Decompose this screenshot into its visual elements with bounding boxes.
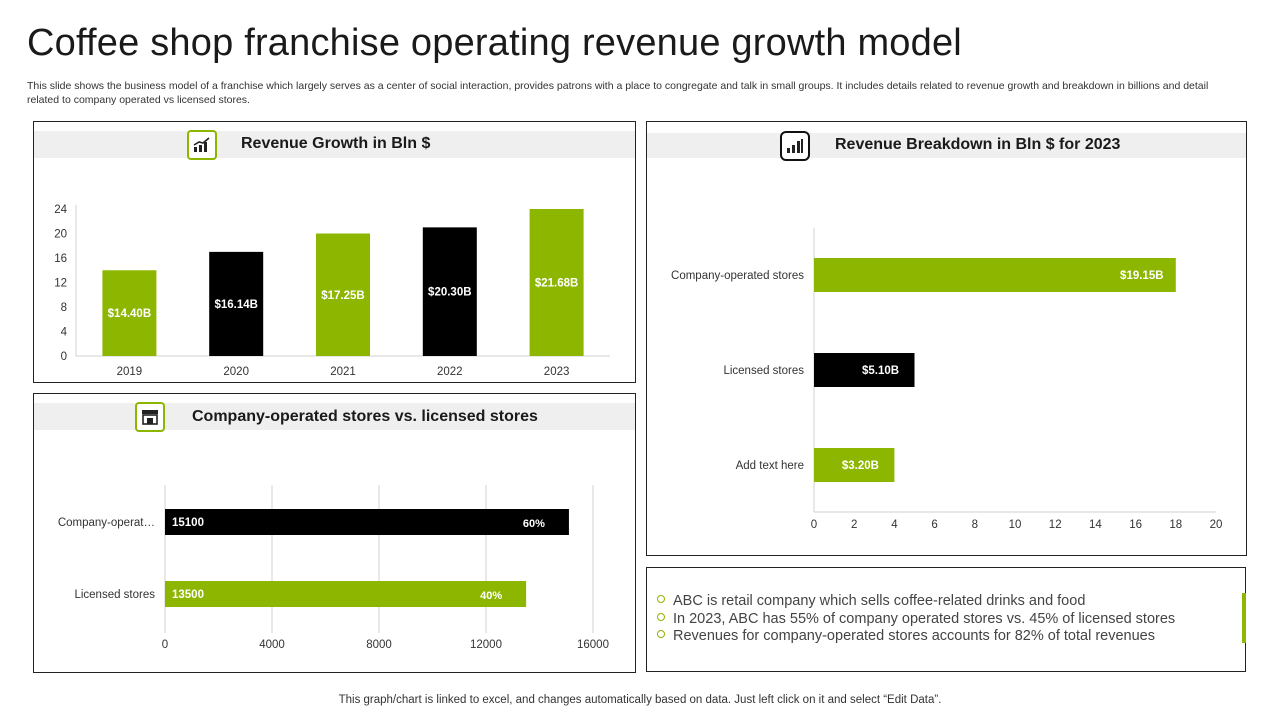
bar [529, 209, 584, 356]
x-tick-label: 14 [1089, 519, 1102, 531]
panel-header [34, 403, 635, 430]
x-tick-label: 2019 [117, 366, 143, 378]
bar [165, 581, 527, 607]
stores-compare-chart[interactable]: 0 4000 8000 12000 16000 Company-operat… 15100 6… [34, 439, 635, 669]
x-tick-label: 2023 [544, 366, 570, 378]
x-tick-label: 4000 [259, 639, 285, 651]
y-category-label: Add text here [736, 460, 804, 472]
x-tick-label: 12 [1049, 519, 1062, 531]
bar-data-label: $5.10B [862, 365, 899, 377]
y-category-label: Licensed stores [74, 589, 155, 601]
bar [422, 227, 477, 356]
note-text: Revenues for company-operated stores acc… [673, 628, 1155, 644]
breakdown-panel[interactable]: Revenue Breakdown in Bln $ for 2023 0 2 4 6… [646, 121, 1247, 556]
bar-data-label: $19.15B [1120, 270, 1163, 282]
bar [209, 251, 264, 356]
y-tick-label: 8 [61, 302, 67, 314]
note-item: Revenues for company-operated stores acc… [657, 628, 1175, 646]
x-tick-label: 16 [1129, 519, 1142, 531]
x-tick-label: 6 [931, 519, 937, 531]
x-tick-label: 8 [972, 519, 978, 531]
x-tick-label: 10 [1009, 519, 1022, 531]
stores-compare-title: Company-operated stores vs. licensed sto… [192, 408, 538, 425]
x-tick-label: 18 [1169, 519, 1182, 531]
slide-subtitle: This slide shows the business model of a… [27, 80, 1209, 106]
breakdown-title: Revenue Breakdown in Bln $ for 2023 [835, 136, 1121, 153]
panel-header [34, 131, 635, 158]
bar-data-label: $16.14B [214, 299, 257, 311]
y-tick-label: 4 [61, 327, 68, 339]
bar-data-label: $14.40B [108, 308, 151, 320]
y-tick-label: 0 [61, 351, 67, 363]
y-tick-label: 20 [54, 229, 67, 241]
x-tick-label: 8000 [366, 639, 392, 651]
notes-list: ABC is retail company which sells coffee… [657, 593, 1175, 646]
note-text: In 2023, ABC has 55% of company operated… [673, 610, 1176, 627]
bullet-circle-icon [657, 612, 665, 621]
notes-accent-bar [1242, 593, 1246, 643]
note-text: ABC is retail company which sells coffee… [673, 593, 1086, 609]
bar [102, 270, 157, 356]
notes-panel: ABC is retail company which sells coffee… [646, 567, 1246, 672]
breakdown-chart[interactable]: 0 2 4 6 8 10 12 14 16 18 20 Company-operated stores… [647, 167, 1246, 557]
bullet-circle-icon [657, 630, 665, 639]
footer-note: This graph/chart is linked to excel, and… [338, 694, 942, 706]
bar-data-label: $3.20B [842, 460, 879, 472]
bar [814, 448, 895, 482]
x-tick-label: 16000 [577, 639, 609, 651]
bar [814, 258, 1176, 292]
x-tick-label: 20 [1210, 519, 1223, 531]
growth-chart-icon [187, 130, 217, 160]
slide-title: Coffee shop franchise operating revenue … [27, 22, 962, 64]
bar-data-label: $17.25B [321, 290, 364, 302]
bar-data-label: $21.68B [535, 278, 578, 290]
bar-value-label: 15100 [172, 517, 204, 529]
y-tick-label: 24 [54, 204, 67, 216]
y-category-label: Company-operat… [58, 517, 155, 529]
bullet-circle-icon [657, 595, 665, 604]
y-category-label: Licensed stores [723, 365, 804, 377]
x-tick-label: 2 [851, 519, 857, 531]
x-tick-label: 4 [891, 519, 898, 531]
y-tick-label: 12 [54, 278, 67, 290]
y-tick-label: 16 [54, 253, 67, 265]
bar-share-label: 40% [480, 590, 502, 602]
revenue-growth-chart[interactable]: 0 4 8 12 16 20 24 $14.40B 2019 $16.14B 2020 $17.25B… [34, 167, 635, 382]
store-icon [135, 402, 165, 432]
bar [165, 509, 569, 535]
bar-share-label: 60% [523, 518, 545, 530]
stores-compare-panel[interactable]: Company-operated stores vs. licensed sto… [33, 393, 636, 673]
revenue-growth-title: Revenue Growth in Bln $ [241, 135, 431, 152]
revenue-growth-panel[interactable]: Revenue Growth in Bln $ 0 4 8 12 16 20 24 $14.4… [33, 121, 636, 383]
y-category-label: Company-operated stores [671, 270, 804, 282]
x-tick-label: 0 [811, 519, 817, 531]
note-item: In 2023, ABC has 55% of company operated… [657, 611, 1175, 629]
x-tick-label: 2021 [330, 366, 356, 378]
bar-chart-icon [780, 131, 810, 161]
x-tick-label: 2020 [223, 366, 249, 378]
panel-header [647, 133, 1246, 158]
x-tick-label: 0 [162, 639, 168, 651]
bar [316, 233, 370, 356]
x-tick-label: 12000 [470, 639, 502, 651]
x-tick-label: 2022 [437, 366, 463, 378]
bar [814, 353, 915, 387]
bar-data-label: $20.30B [428, 287, 471, 299]
bar-value-label: 13500 [172, 589, 204, 601]
note-item: ABC is retail company which sells coffee… [657, 593, 1175, 611]
